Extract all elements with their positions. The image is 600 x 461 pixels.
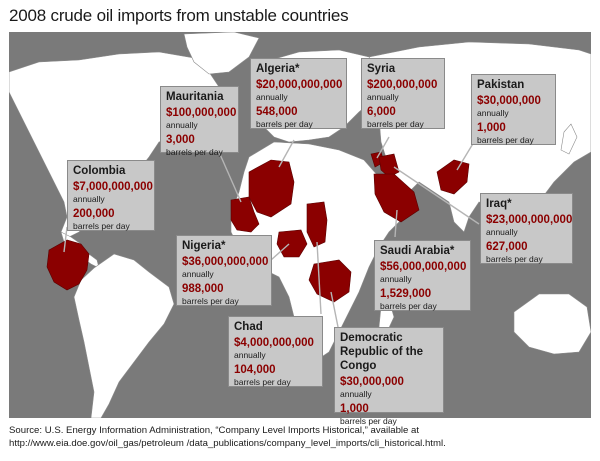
annual-value: $30,000,000 [340, 376, 404, 388]
barrels-value: 6,000 [367, 106, 396, 118]
callout-mauritania: Mauritania $100,000,000 annually 3,000 b… [160, 86, 239, 157]
callout-saudi-arabia: Saudi Arabia* $56,000,000,000 annually 1… [374, 240, 471, 311]
annual-unit: annually [166, 120, 198, 130]
callout-syria: Syria $200,000,000 annually 6,000 barrel… [361, 58, 445, 129]
barrels-value: 1,000 [477, 122, 506, 134]
country-name: Colombia [73, 165, 126, 177]
land-australia [513, 293, 591, 355]
barrels-unit: barrels per day [486, 254, 543, 264]
annual-value: $30,000,000 [477, 95, 541, 107]
barrels-unit: barrels per day [234, 377, 291, 387]
country-shape-nigeria [276, 229, 308, 258]
annual-value: $56,000,000,000 [380, 261, 467, 273]
country-name: Saudi Arabia* [380, 245, 455, 257]
annual-unit: annually [73, 194, 105, 204]
country-name: Nigeria* [182, 240, 226, 252]
country-shape-colombia [46, 239, 90, 291]
annual-unit: annually [367, 92, 399, 102]
barrels-unit: barrels per day [256, 119, 313, 129]
annual-unit: annually [486, 227, 518, 237]
annual-value: $100,000,000 [166, 107, 237, 119]
callout-pakistan: Pakistan $30,000,000 annually 1,000 barr… [471, 74, 556, 145]
barrels-unit: barrels per day [166, 147, 223, 157]
source-note: Source: U.S. Energy Information Administ… [9, 425, 446, 449]
callout-algeria: Algeria* $20,000,000,000 annually 548,00… [250, 58, 347, 129]
barrels-unit: barrels per day [73, 221, 130, 231]
barrels-value: 548,000 [256, 106, 298, 118]
annual-value: $20,000,000,000 [256, 79, 343, 91]
land-south-america [73, 253, 175, 418]
country-name: Democratic Republic of the Congo [340, 332, 424, 372]
annual-value: $36,000,000,000 [182, 256, 269, 268]
country-shape-algeria [248, 159, 295, 218]
leader-line-chad [316, 241, 322, 315]
country-name: Syria [367, 63, 396, 75]
annual-unit: annually [182, 269, 214, 279]
annual-unit: annually [340, 389, 372, 399]
barrels-value: 988,000 [182, 283, 224, 295]
land-japan [560, 123, 578, 155]
barrels-value: 627,000 [486, 241, 528, 253]
barrels-unit: barrels per day [182, 296, 239, 306]
leader-line-iraq [393, 166, 480, 225]
country-name: Algeria* [256, 63, 300, 75]
leader-line-drc [330, 291, 340, 333]
barrels-unit: barrels per day [367, 119, 424, 129]
annual-unit: annually [234, 350, 266, 360]
map-title: 2008 crude oil imports from unstable cou… [9, 6, 349, 25]
leader-line-nigeria [270, 243, 290, 261]
callout-iraq: Iraq* $23,000,000,000 annually 627,000 b… [480, 193, 573, 264]
barrels-value: 1,529,000 [380, 288, 432, 300]
highlighted-countries [46, 151, 470, 303]
country-name: Iraq* [486, 198, 512, 210]
barrels-value: 1,000 [340, 403, 369, 415]
country-shape-mauritania [230, 196, 260, 233]
callout-chad: Chad $4,000,000,000 annually 104,000 bar… [228, 316, 323, 387]
barrels-value: 200,000 [73, 208, 115, 220]
leader-line-colombia [63, 226, 68, 253]
country-name: Chad [234, 321, 263, 333]
barrels-value: 3,000 [166, 134, 195, 146]
annual-value: $4,000,000,000 [234, 337, 314, 349]
annual-unit: annually [380, 274, 412, 284]
barrels-unit: barrels per day [380, 301, 437, 311]
country-shape-chad [306, 201, 328, 248]
callout-drc: Democratic Republic of the Congo $30,000… [334, 327, 444, 426]
land-greenland [183, 32, 260, 75]
country-name: Mauritania [166, 91, 224, 103]
callout-colombia: Colombia $7,000,000,000 annually 200,000… [67, 160, 155, 231]
leader-line-syria [376, 136, 390, 159]
country-shape-saudi-arabia [373, 173, 420, 223]
callout-nigeria: Nigeria* $36,000,000,000 annually 988,00… [176, 235, 272, 306]
leader-line-saudi-arabia [394, 209, 398, 238]
barrels-value: 104,000 [234, 364, 276, 376]
barrels-unit: barrels per day [477, 135, 534, 145]
annual-value: $23,000,000,000 [486, 214, 573, 226]
country-shape-pakistan [436, 159, 470, 195]
country-name: Pakistan [477, 79, 525, 91]
annual-value: $200,000,000 [367, 79, 438, 91]
annual-value: $7,000,000,000 [73, 181, 153, 193]
barrels-unit: barrels per day [340, 416, 397, 426]
annual-unit: annually [477, 108, 509, 118]
leader-line-mauritania [218, 151, 242, 203]
annual-unit: annually [256, 92, 288, 102]
leader-line-algeria [278, 139, 295, 168]
